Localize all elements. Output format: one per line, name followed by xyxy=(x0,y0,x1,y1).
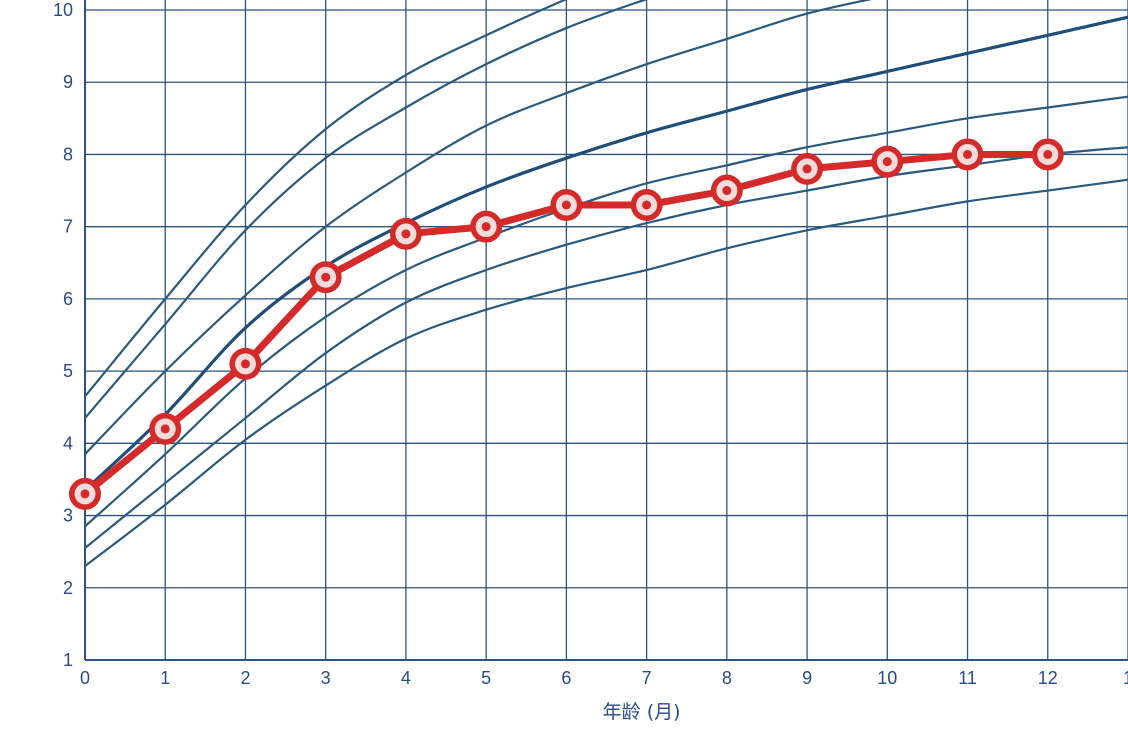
data-point-month-4 xyxy=(389,217,422,250)
x-tick-label: 3 xyxy=(321,668,331,688)
data-point-month-2 xyxy=(229,347,262,380)
x-tick-label: 1 xyxy=(1123,668,1128,688)
data-point-month-12 xyxy=(1031,138,1064,171)
data-point-month-1 xyxy=(149,412,182,445)
data-point-month-6 xyxy=(550,189,583,221)
data-point-month-3 xyxy=(309,261,342,294)
reference-curve-1 xyxy=(85,0,568,398)
data-point-month-0 xyxy=(69,477,101,510)
reference-curves xyxy=(85,0,1128,567)
reference-curve-7 xyxy=(85,178,1128,567)
x-tick-label: 6 xyxy=(561,668,571,688)
data-point-month-5 xyxy=(470,210,503,243)
x-tick-label: 8 xyxy=(722,668,732,688)
x-tick-label: 10 xyxy=(877,668,897,688)
x-tick-label: 4 xyxy=(401,668,411,688)
x-tick-label: 12 xyxy=(1038,668,1058,688)
x-axis-title: 年龄 (月) xyxy=(603,701,681,723)
data-point-month-10 xyxy=(871,145,904,178)
x-tick-label: 2 xyxy=(240,668,250,688)
y-tick-label: 4 xyxy=(63,433,73,453)
y-tick-label: 1 xyxy=(63,650,73,670)
y-tick-label: 5 xyxy=(63,361,73,381)
y-tick-label: 2 xyxy=(63,578,73,598)
x-tick-label: 0 xyxy=(80,668,90,688)
reference-curve-3 xyxy=(85,0,873,455)
y-tick-label: 3 xyxy=(63,506,73,526)
reference-curve-4 xyxy=(85,15,1128,492)
y-tick-label: 6 xyxy=(63,289,73,309)
x-tick-label: 9 xyxy=(802,668,812,688)
y-tick-label: 9 xyxy=(63,72,73,92)
y-tick-label: 8 xyxy=(63,144,73,164)
data-point-month-8 xyxy=(710,174,743,207)
x-tick-label: 7 xyxy=(642,668,652,688)
y-axis-ticks: 1 2 3 4 5 6 7 8 9 10 xyxy=(53,0,73,670)
x-tick-label: 1 xyxy=(160,668,170,688)
reference-curve-6 xyxy=(85,146,1128,549)
data-point-month-9 xyxy=(791,152,824,185)
reference-curve-2 xyxy=(85,0,648,419)
y-tick-label: 10 xyxy=(53,0,73,20)
data-series xyxy=(69,138,1064,510)
data-point-month-7 xyxy=(630,189,663,221)
x-tick-label: 11 xyxy=(958,668,977,688)
x-tick-label: 5 xyxy=(481,668,491,688)
data-point-month-11 xyxy=(951,138,984,171)
y-tick-label: 7 xyxy=(63,217,73,237)
